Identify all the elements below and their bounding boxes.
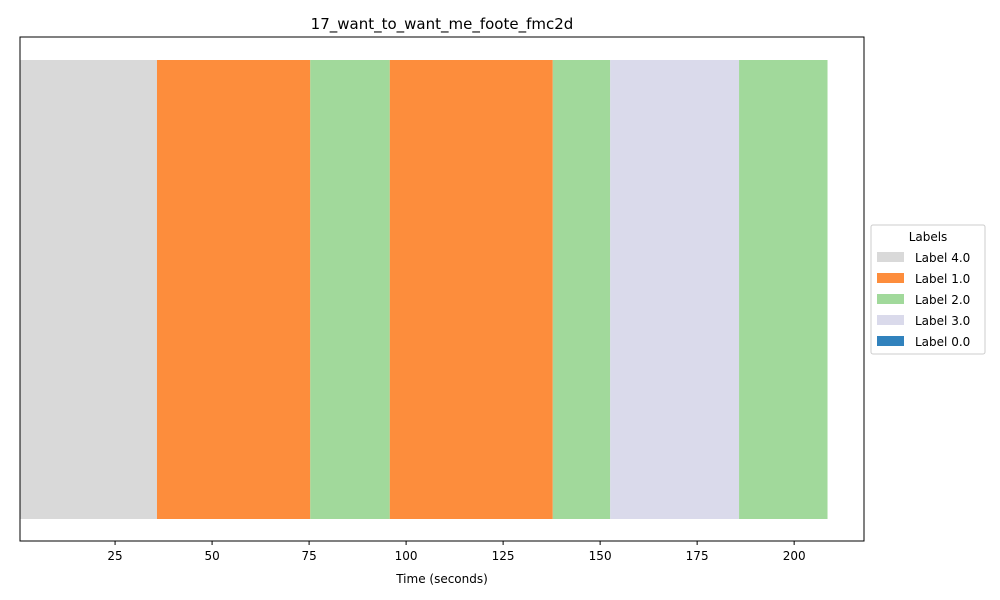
legend-swatch — [877, 336, 904, 346]
legend-swatch — [877, 273, 904, 283]
x-tick-label: 100 — [395, 549, 418, 563]
legend-swatch — [877, 315, 904, 325]
x-tick-label: 75 — [301, 549, 316, 563]
x-tick-label: 25 — [107, 549, 122, 563]
segment-bar-6 — [610, 60, 740, 519]
legend-label: Label 2.0 — [915, 293, 970, 307]
segment-bar-2 — [156, 60, 311, 519]
x-tick-label: 175 — [686, 549, 709, 563]
legend-swatch — [877, 252, 904, 262]
legend-label: Label 4.0 — [915, 251, 970, 265]
legend-label: Label 0.0 — [915, 335, 970, 349]
segments-layer — [20, 60, 828, 519]
legend-title: Labels — [909, 230, 948, 244]
chart-title: 17_want_to_want_me_foote_fmc2d — [311, 15, 574, 34]
x-tick-label: 50 — [204, 549, 219, 563]
x-tick-label: 150 — [589, 549, 612, 563]
plot-frame — [19, 36, 865, 542]
segment-bar-1 — [20, 60, 157, 519]
x-axis-label: Time (seconds) — [395, 572, 488, 586]
segment-bar-4 — [389, 60, 553, 519]
legend-swatch — [877, 294, 904, 304]
segment-bar-5 — [552, 60, 611, 519]
x-tick-label: 200 — [783, 549, 806, 563]
segment-bar-7 — [739, 60, 828, 519]
x-axis-ticks: 25 50 75 100 125 150 175 200 — [107, 541, 806, 563]
legend-label: Label 3.0 — [915, 314, 970, 328]
x-tick-label: 125 — [492, 549, 515, 563]
legend-label: Label 1.0 — [915, 272, 970, 286]
segment-bar-3 — [310, 60, 390, 519]
legend-entries: Label 4.0 Label 1.0 Label 2.0 Label 3.0 Labe… — [877, 251, 970, 349]
